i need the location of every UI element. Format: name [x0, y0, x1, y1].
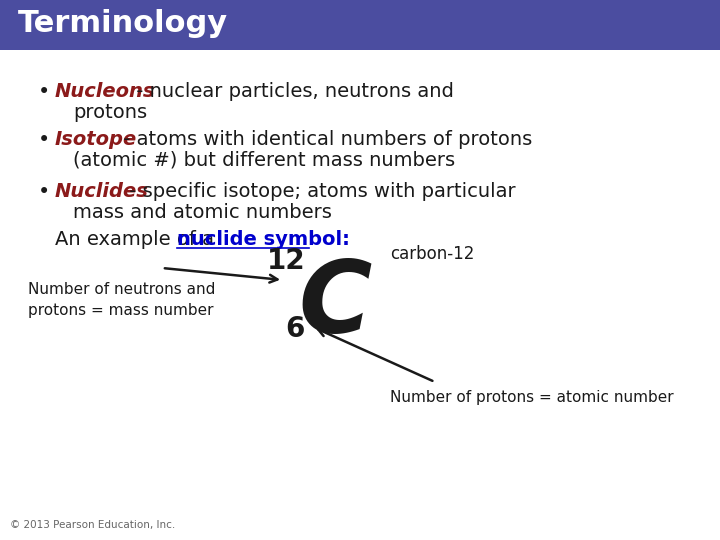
Text: Number of neutrons and
protons = mass number: Number of neutrons and protons = mass nu…: [28, 282, 215, 318]
Text: mass and atomic numbers: mass and atomic numbers: [73, 203, 332, 222]
Text: Terminology: Terminology: [18, 10, 228, 38]
Text: An example of a: An example of a: [55, 230, 220, 249]
Text: •: •: [38, 182, 50, 202]
Text: © 2013 Pearson Education, Inc.: © 2013 Pearson Education, Inc.: [10, 520, 175, 530]
Text: nuclide symbol:: nuclide symbol:: [177, 230, 350, 249]
Text: carbon-12: carbon-12: [390, 245, 474, 263]
Text: •: •: [38, 82, 50, 102]
Text: (atomic #) but different mass numbers: (atomic #) but different mass numbers: [73, 151, 455, 170]
Text: Nucleons: Nucleons: [55, 82, 156, 101]
Text: 12: 12: [266, 247, 305, 275]
Text: C: C: [298, 256, 372, 354]
Text: Nuclides: Nuclides: [55, 182, 149, 201]
FancyBboxPatch shape: [0, 0, 720, 50]
Text: Number of protons = atomic number: Number of protons = atomic number: [390, 390, 674, 405]
Text: - nuclear particles, neutrons and: - nuclear particles, neutrons and: [130, 82, 454, 101]
Text: •: •: [38, 130, 50, 150]
Text: Isotope: Isotope: [55, 130, 138, 149]
Text: protons: protons: [73, 103, 147, 122]
Text: - specific isotope; atoms with particular: - specific isotope; atoms with particula…: [123, 182, 516, 201]
Text: - atoms with identical numbers of protons: - atoms with identical numbers of proton…: [117, 130, 532, 149]
Text: 6: 6: [286, 315, 305, 343]
